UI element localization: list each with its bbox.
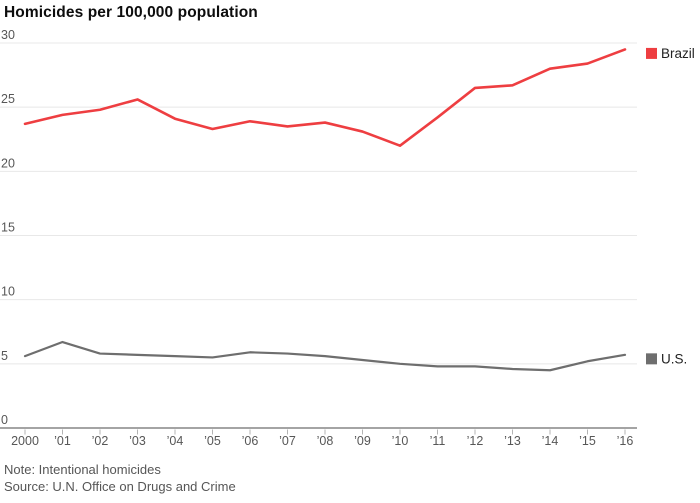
- x-tick-label: ’12: [467, 434, 484, 448]
- legend-label-brazil: Brazil: [661, 46, 695, 61]
- chart-source: Source: U.N. Office on Drugs and Crime: [4, 479, 236, 494]
- x-tick-label: ’07: [279, 434, 296, 448]
- y-tick-label: 5: [1, 349, 8, 363]
- chart-note: Note: Intentional homicides: [4, 462, 161, 477]
- y-tick-label: 25: [1, 92, 15, 106]
- x-tick-label: ’13: [504, 434, 521, 448]
- y-tick-label: 0: [1, 413, 8, 427]
- x-tick-label: ’05: [204, 434, 221, 448]
- x-tick-label: ’16: [617, 434, 634, 448]
- legend-swatch-brazil: [646, 47, 657, 59]
- chart-title: Homicides per 100,000 population: [4, 4, 258, 21]
- series-line-brazil: [23, 48, 627, 147]
- line-chart: 0 5 10 15 20 25 30 2000 ’01 ’02 ’03 ’04 ’05 ’06 ’07 ’08…: [0, 28, 695, 448]
- series-line-u-s: [23, 340, 627, 372]
- x-tick-label: ’04: [167, 434, 184, 448]
- x-tick-label: ’08: [317, 434, 334, 448]
- x-tick-label: ’01: [54, 434, 71, 448]
- x-tick-label: ’11: [430, 434, 446, 448]
- x-tick-label: ’06: [242, 434, 259, 448]
- x-tick-label: 2000: [11, 434, 39, 448]
- y-tick-label: 10: [1, 285, 15, 299]
- x-tick-label: ’15: [579, 434, 596, 448]
- y-tick-label: 15: [1, 221, 15, 235]
- x-tick-label: ’14: [542, 434, 559, 448]
- y-tick-label: 20: [1, 156, 15, 170]
- x-tick-label: ’10: [392, 434, 409, 448]
- x-tick-label: ’09: [354, 434, 371, 448]
- legend-label-u-s: U.S.: [661, 351, 687, 366]
- x-tick-label: ’03: [129, 434, 146, 448]
- legend-swatch-u-s: [646, 353, 657, 365]
- y-tick-label: 30: [1, 28, 15, 42]
- x-tick-label: ’02: [92, 434, 109, 448]
